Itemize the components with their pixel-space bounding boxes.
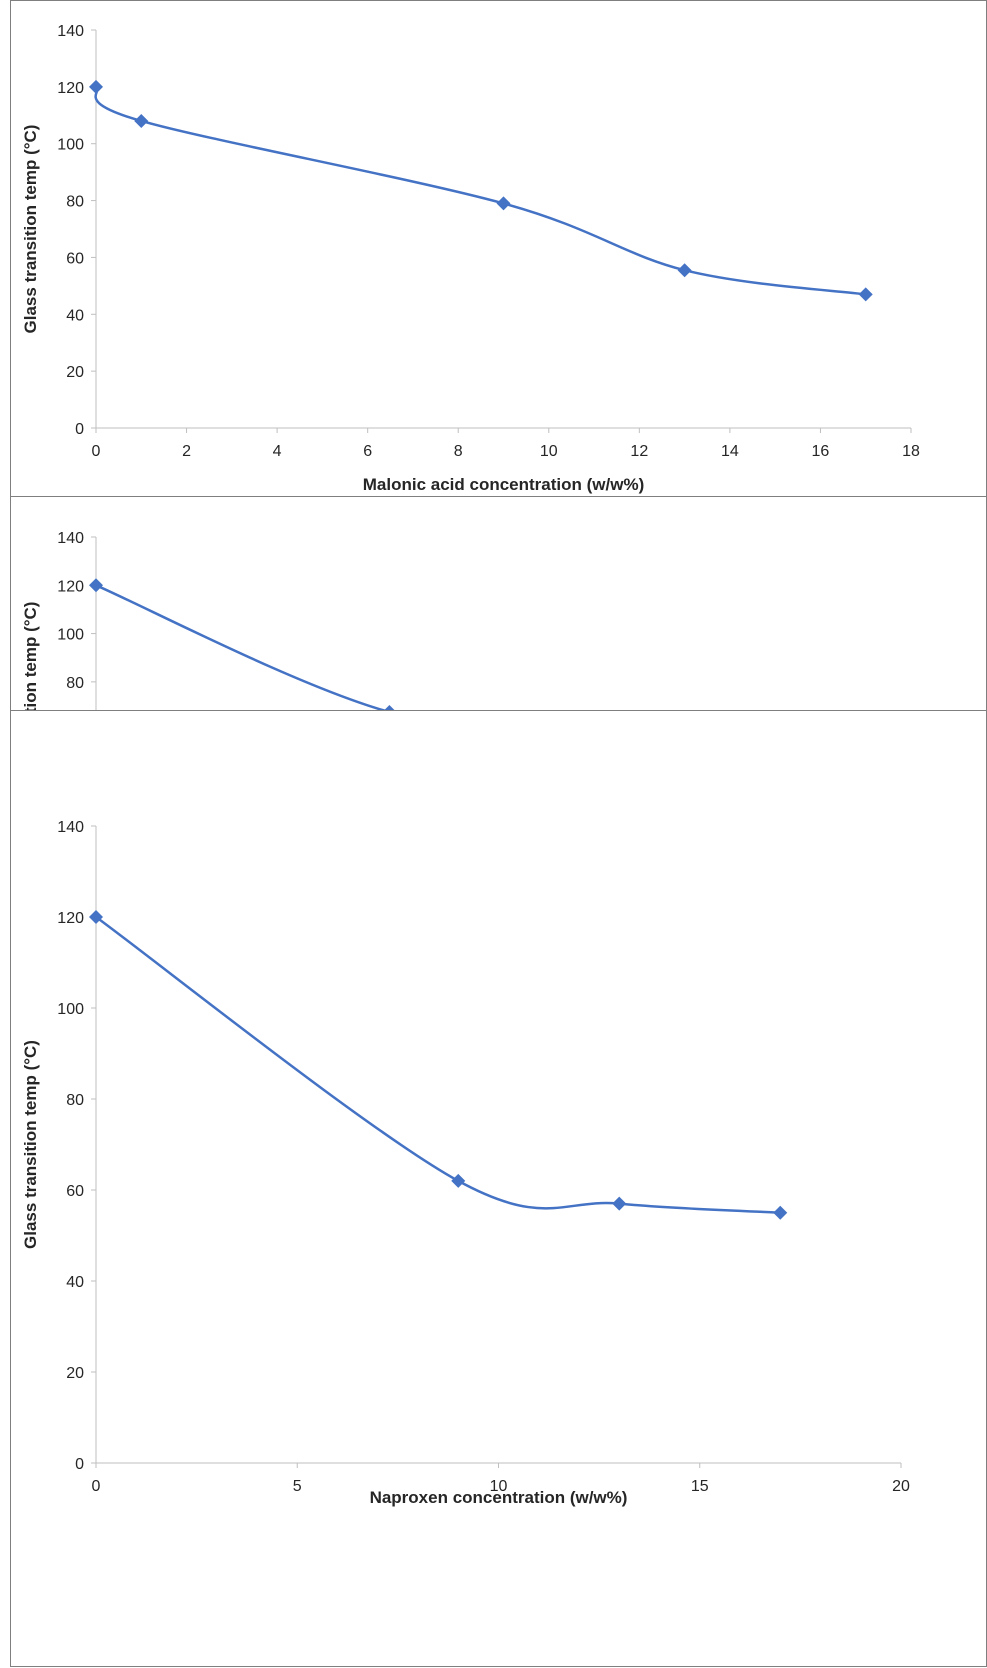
y-tick-label: 140 bbox=[57, 530, 84, 547]
chart-malonic-acid: 0 20 40 60 80 100 120 140 0 2 4 6 8 10 12 14 16 18 Malonic… bbox=[21, 23, 920, 494]
data-point-marker bbox=[134, 113, 149, 128]
y-tick-label: 100 bbox=[57, 137, 84, 154]
x-tick-label: 20 bbox=[892, 1478, 910, 1495]
chart-panel-malonic-acid: 0 20 40 60 80 100 120 140 0 2 4 6 8 10 12 14 16 18 Malonic… bbox=[10, 0, 987, 497]
series-line bbox=[95, 915, 781, 1214]
y-tick-label: 40 bbox=[66, 1274, 84, 1291]
y-tick-label: 120 bbox=[57, 80, 84, 97]
y-tick-label: 60 bbox=[66, 250, 84, 267]
data-point-marker bbox=[451, 1173, 466, 1188]
y-tick-label: 40 bbox=[66, 307, 84, 324]
x-tick-label: 16 bbox=[812, 443, 830, 460]
data-point-marker bbox=[89, 79, 103, 94]
y-tick-label: 140 bbox=[57, 23, 84, 40]
y-tick-label: 120 bbox=[57, 910, 84, 927]
data-point-marker bbox=[612, 1196, 627, 1211]
x-tick-label: 6 bbox=[363, 443, 372, 460]
y-tick-label: 0 bbox=[75, 1456, 84, 1473]
y-tick-label: 80 bbox=[66, 1092, 84, 1109]
y-tick-label: 100 bbox=[57, 1001, 84, 1018]
y-tick-label: 20 bbox=[66, 364, 84, 381]
data-point-marker bbox=[89, 578, 103, 593]
x-tick-label: 14 bbox=[721, 443, 739, 460]
x-tick-label: 8 bbox=[454, 443, 463, 460]
x-tick-label: 2 bbox=[182, 443, 191, 460]
y-axis-title: Glass transition temp (°C) bbox=[21, 1040, 40, 1249]
x-tick-label: 0 bbox=[92, 1478, 101, 1495]
x-tick-label: 10 bbox=[540, 443, 558, 460]
y-tick-label: 60 bbox=[66, 1183, 84, 1200]
chart-naproxen: 0 20 40 60 80 100 120 140 0 5 10 15 20 Naproxen conce… bbox=[21, 819, 910, 1507]
chart-panel-naproxen: 0 20 40 60 80 100 120 140 0 5 10 15 20 Naproxen conce… bbox=[10, 710, 987, 1667]
y-tick-label: 120 bbox=[57, 578, 84, 595]
y-tick-label: 80 bbox=[66, 194, 84, 211]
y-tick-label: 80 bbox=[66, 675, 84, 692]
x-tick-label: 18 bbox=[902, 443, 920, 460]
series-line bbox=[94, 85, 866, 296]
y-tick-label: 0 bbox=[75, 421, 84, 438]
data-point-marker bbox=[858, 287, 873, 302]
y-axis-title: Glass transition temp (°C) bbox=[21, 125, 40, 334]
data-point-marker bbox=[773, 1205, 788, 1220]
x-tick-label: 5 bbox=[293, 1478, 302, 1495]
x-axis-title: Malonic acid concentration (w/w%) bbox=[363, 475, 644, 494]
y-tick-label: 100 bbox=[57, 627, 84, 644]
x-tick-label: 12 bbox=[630, 443, 648, 460]
x-axis-title: Naproxen concentration (w/w%) bbox=[370, 1488, 628, 1507]
data-point-marker bbox=[89, 910, 103, 924]
y-tick-label: 140 bbox=[57, 819, 84, 836]
x-tick-label: 10 bbox=[490, 1478, 508, 1495]
data-point-marker bbox=[677, 263, 692, 278]
data-point-marker bbox=[496, 196, 511, 211]
x-tick-label: 4 bbox=[273, 443, 282, 460]
x-tick-label: 15 bbox=[691, 1478, 709, 1495]
y-tick-label: 20 bbox=[66, 1365, 84, 1382]
x-tick-label: 0 bbox=[92, 443, 101, 460]
